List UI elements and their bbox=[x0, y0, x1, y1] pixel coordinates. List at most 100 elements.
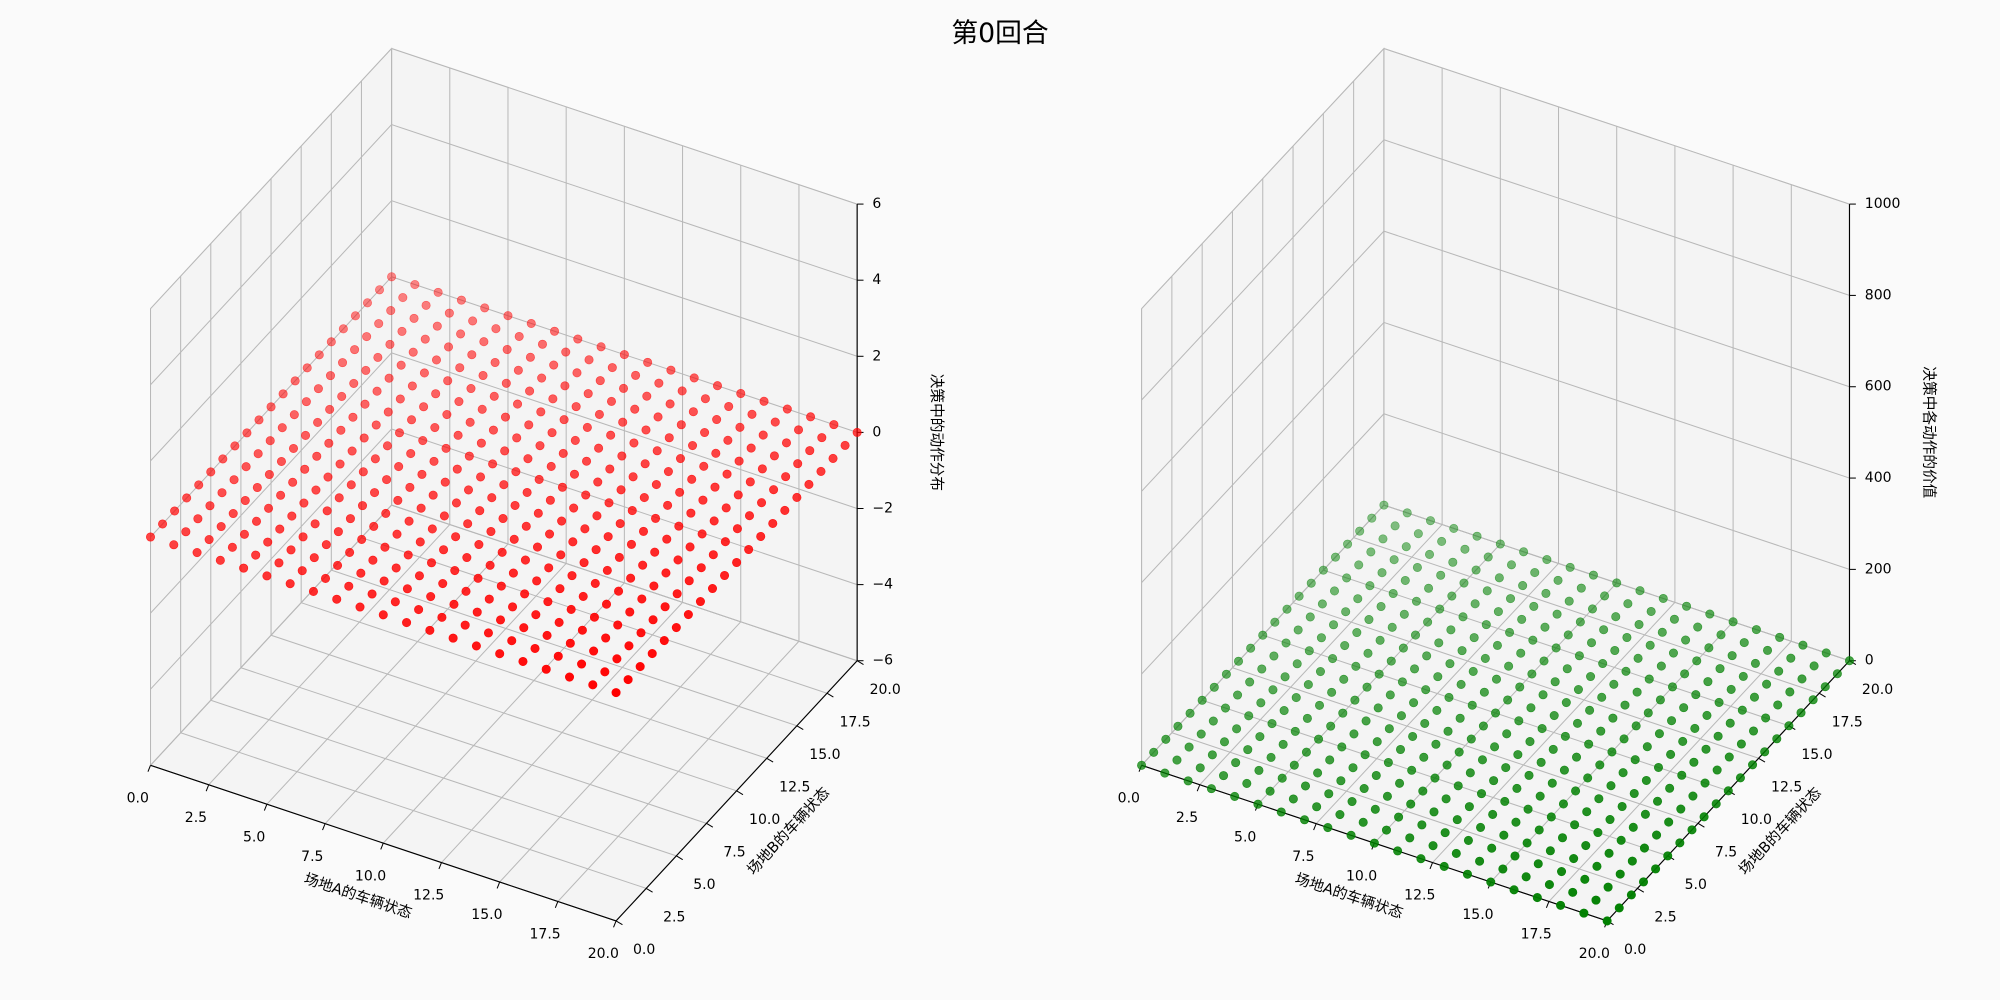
grid-line bbox=[1383, 413, 1850, 570]
point bbox=[1603, 882, 1613, 892]
point bbox=[1600, 591, 1610, 601]
point bbox=[1348, 763, 1358, 773]
tick-mark bbox=[147, 765, 151, 772]
point bbox=[1314, 734, 1324, 744]
point bbox=[1539, 656, 1549, 666]
point bbox=[338, 324, 348, 334]
point bbox=[1797, 674, 1807, 684]
point bbox=[1571, 786, 1581, 796]
point bbox=[375, 285, 385, 295]
tick-mark bbox=[615, 920, 623, 926]
point bbox=[1491, 708, 1501, 718]
point bbox=[674, 521, 684, 531]
point bbox=[253, 449, 263, 459]
point bbox=[1631, 721, 1641, 731]
point bbox=[1268, 685, 1278, 695]
point bbox=[624, 641, 634, 651]
point bbox=[602, 565, 612, 575]
point bbox=[251, 516, 262, 526]
tick-mark bbox=[322, 823, 326, 831]
point bbox=[449, 599, 459, 609]
point bbox=[437, 612, 447, 622]
point bbox=[1629, 788, 1639, 799]
point bbox=[1527, 669, 1537, 679]
point bbox=[1655, 695, 1665, 705]
point bbox=[242, 428, 252, 438]
point bbox=[1512, 783, 1522, 793]
point bbox=[228, 508, 238, 519]
point bbox=[1327, 687, 1337, 697]
grid-line bbox=[1383, 139, 1850, 296]
z-tick-label: 800 bbox=[1865, 287, 1892, 303]
figure-title: 第0回合 bbox=[951, 18, 1048, 49]
point bbox=[1581, 841, 1591, 851]
point bbox=[1395, 744, 1406, 755]
point bbox=[430, 423, 440, 433]
point bbox=[732, 557, 742, 568]
point bbox=[407, 381, 417, 391]
point bbox=[1564, 596, 1574, 606]
point bbox=[355, 602, 365, 612]
point bbox=[672, 589, 682, 599]
point bbox=[468, 316, 478, 326]
point bbox=[558, 448, 568, 458]
point bbox=[1468, 666, 1478, 676]
z-tick-label: 600 bbox=[1865, 379, 1892, 395]
point bbox=[1786, 653, 1796, 663]
point bbox=[432, 321, 442, 331]
point bbox=[1785, 687, 1795, 697]
point bbox=[1610, 645, 1620, 656]
point bbox=[1430, 773, 1440, 783]
point bbox=[770, 417, 780, 427]
point bbox=[1622, 632, 1632, 643]
point bbox=[1304, 646, 1314, 656]
point bbox=[323, 472, 333, 482]
z-tick-label: −2 bbox=[872, 501, 893, 517]
point bbox=[685, 542, 695, 552]
point bbox=[1233, 656, 1244, 666]
point bbox=[440, 477, 450, 487]
point bbox=[1574, 651, 1584, 661]
point bbox=[626, 573, 636, 583]
z-axis-label: 决策中的动作分布 bbox=[928, 374, 945, 491]
point bbox=[385, 339, 395, 349]
z-tick-label: 400 bbox=[1865, 470, 1892, 486]
point bbox=[666, 365, 676, 375]
point bbox=[816, 466, 826, 476]
point bbox=[472, 607, 482, 617]
z-tick-label: 2 bbox=[872, 348, 881, 364]
point bbox=[1372, 737, 1382, 747]
point bbox=[496, 581, 506, 591]
grid-line bbox=[1171, 732, 1638, 889]
point bbox=[1736, 739, 1746, 749]
point bbox=[1355, 526, 1365, 536]
grid-line bbox=[1232, 667, 1699, 824]
point bbox=[1172, 755, 1182, 765]
point bbox=[1653, 762, 1664, 773]
point bbox=[1317, 599, 1327, 609]
point bbox=[1489, 776, 1499, 786]
y-tick-label: 10.0 bbox=[1741, 812, 1772, 828]
point bbox=[451, 498, 461, 508]
point bbox=[711, 448, 721, 458]
point bbox=[356, 568, 366, 578]
point bbox=[1784, 721, 1794, 731]
point bbox=[1219, 737, 1230, 747]
point bbox=[1772, 734, 1782, 744]
grid-line bbox=[1383, 230, 1850, 388]
point bbox=[370, 454, 380, 464]
point bbox=[1451, 848, 1461, 858]
grid-line bbox=[391, 200, 858, 357]
point bbox=[1242, 778, 1252, 788]
point bbox=[733, 490, 743, 500]
point bbox=[1385, 690, 1395, 700]
point bbox=[456, 329, 466, 339]
point bbox=[722, 469, 732, 479]
point bbox=[337, 391, 347, 401]
point bbox=[1563, 630, 1573, 640]
point bbox=[426, 558, 437, 568]
point bbox=[660, 602, 670, 612]
point bbox=[1329, 586, 1340, 596]
point bbox=[1645, 640, 1655, 650]
point bbox=[638, 560, 648, 570]
